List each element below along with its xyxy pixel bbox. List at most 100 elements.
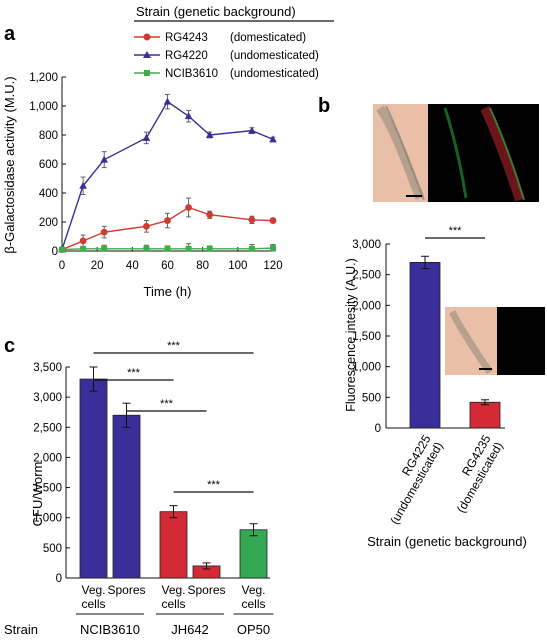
square-marker-icon [144,70,150,76]
bar-label-line2: cells [161,597,185,611]
panel-c-y-tick-label: 1,500 [33,483,62,495]
legend-entry-rg4220: RG4220 (undomesticated) [134,50,319,62]
category-label-group: RG4235(domesticated) [454,432,506,515]
panel-a-x-axis-label: Time (h) [144,284,192,299]
data-point-ncib3610 [185,245,192,252]
data-point-rg4243 [143,222,150,230]
legend-note: (undomesticated) [230,50,319,62]
legend-note: (domesticated) [230,32,306,44]
panel-a-x-tick-label: 40 [126,260,139,272]
panel-c-bars: Veg.cellsSporesNCIB3610Veg.cellsSporesJH… [76,366,274,637]
panel-c-bar-chart: CFU/Worm Strain 0 500 1,000 1,500 2,000 2,500… [4,340,274,637]
panel-c-y-tick-label: 3,000 [33,392,62,404]
panel-b-y-tick-label: 0 [375,423,381,435]
worm-brightfield-shape [376,105,425,200]
significance-label: *** [127,367,141,379]
panel-c-ticks: 0 500 1,000 1,500 2,000 2,500 3,000 3,500 [33,362,270,585]
data-point-rg4220 [142,133,151,141]
bar-label-line2: cells [81,597,105,611]
data-point-rg4243 [79,237,87,245]
panel-c-y-tick-label: 2,500 [33,422,62,434]
category-label-group: RG4225(undomesticated) [387,432,445,527]
panel-a-y-tick-label: 1,200 [29,72,58,84]
significance-label: *** [449,225,463,237]
data-point-rg4220 [163,97,172,105]
panel-b-bar-chart: Fluorescence intesity (A.U.) Strain (gen… [344,104,545,549]
panel-a-y-tick-label: 0 [52,246,58,258]
legend-entry-ncib3610: NCIB3610 (undomesticated) [134,68,319,80]
bar-label: Veg. [161,583,185,597]
panel-a-y-tick-label: 1,000 [29,101,58,113]
data-point-rg4243 [248,216,256,224]
data-point-rg4243 [269,217,277,224]
legend-label: RG4243 [165,32,208,44]
panel-a-x-tick-label: 0 [59,260,65,272]
panel-a-y-axis-label: β-Galactosidase activity (M.U.) [2,76,17,253]
bar-jh642-veg [159,511,188,579]
panel-b-y-tick-label: 500 [362,392,381,404]
legend-title: Strain (genetic background) [136,4,296,19]
panel-a-x-tick-label: 60 [161,260,174,272]
data-point-rg4220 [100,155,108,163]
bar-label-line2: cells [241,597,265,611]
triangle-marker-icon [143,51,151,58]
bar-label: Veg. [241,583,265,597]
panel-b-y-tick-label: 2,000 [352,300,381,312]
panel-c-y-axis-label: CFU/Worm [30,462,45,527]
micrograph-inset [445,307,545,375]
panel-a-y-tick-label: 400 [39,188,58,200]
data-point-rg4220 [205,131,214,138]
panel-label-a: a [4,23,16,45]
panel-a-y-tick-label: 800 [39,130,58,142]
significance-label: *** [207,479,221,491]
panel-label-c: c [4,335,15,357]
panel-a-x-tick-label: 120 [263,260,282,272]
strain-label: OP50 [237,622,270,637]
panel-c-strain-axis-label: Strain [4,622,38,637]
data-point-ncib3610 [101,245,108,252]
panel-c-y-tick-label: 500 [43,543,62,555]
panel-a-ticks: 0 200 400 600 800 1,000 1,200 0 20 40 60 80 100 120 [29,72,282,272]
panel-a-y-tick-label: 600 [39,159,58,171]
panel-b-y-tick-label: 2,500 [352,270,381,282]
legend-note: (undomesticated) [230,68,319,80]
legend: Strain (genetic background) RG4243 (dome… [134,4,334,80]
data-point-rg4243 [206,211,214,219]
data-point-rg4220 [269,135,277,143]
series-rg4220 [58,93,277,253]
panel-b-x-axis-label: Strain (genetic background) [367,534,527,549]
series-ncib3610 [59,243,276,253]
data-point-ncib3610 [164,245,171,252]
data-point-ncib3610 [59,246,65,253]
bar-ncib3610-spores [112,414,141,579]
strain-label: NCIB3610 [80,622,140,637]
data-point-ncib3610 [80,245,87,252]
bar-op50-veg [239,529,268,579]
panel-b-bars: RG4225(undomesticated) RG4235(domesticate… [387,225,506,527]
red-channel-signal [480,105,525,202]
panel-a-x-tick-label: 100 [228,260,247,272]
panel-b-y-axis-label: Fluorescence intesity (A.U.) [344,258,358,412]
data-point-rg4243 [100,228,108,236]
panel-a-x-tick-label: 20 [91,260,104,272]
data-point-rg4243 [164,217,171,224]
bar-label: Veg. [81,583,105,597]
data-point-ncib3610 [206,245,213,252]
data-point-rg4243 [185,204,193,211]
data-point-rg4220 [184,112,193,120]
micrograph-top [373,104,539,202]
panel-b-y-tick-label: 3,000 [352,239,381,251]
data-point-ncib3610 [143,245,150,252]
data-point-rg4220 [248,126,256,134]
panel-c-y-tick-label: 2,000 [33,452,62,464]
panel-a-line-chart: β-Galactosidase activity (M.U.) Time (h)… [2,72,283,299]
series-rg4243 [58,197,277,253]
data-point-ncib3610 [270,245,276,252]
panel-a-series [58,93,277,253]
bar-label: Spores [187,583,225,597]
bar-ncib3610-veg [79,378,108,579]
data-point-ncib3610 [248,245,255,252]
legend-label: NCIB3610 [165,68,218,80]
significance-label: *** [167,340,181,352]
